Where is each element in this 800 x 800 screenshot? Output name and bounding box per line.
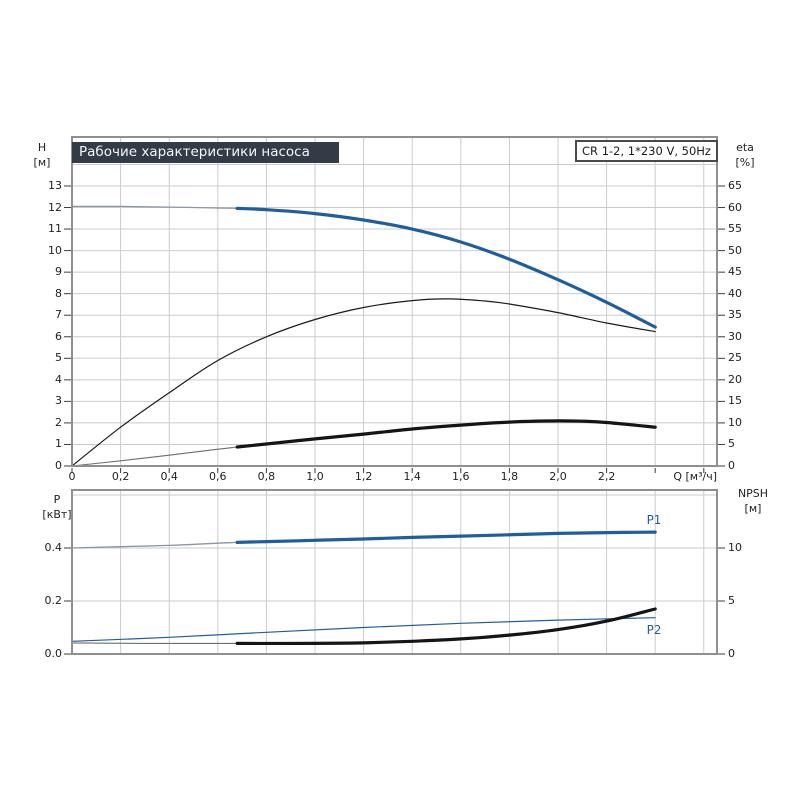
y-left-tick-label: 0.4 bbox=[44, 541, 63, 554]
p-axis-label: P [кВт] bbox=[34, 492, 80, 522]
y-left-tick-label: 0.2 bbox=[44, 594, 63, 607]
top-chart bbox=[64, 136, 725, 473]
y-right-tick-label: 5 bbox=[728, 594, 735, 607]
y-right-tick-label: 60 bbox=[728, 200, 742, 214]
x-tick-label: 0,8 bbox=[257, 470, 276, 483]
curve-eta_total bbox=[235, 419, 657, 449]
x-tick-label: 1,6 bbox=[452, 470, 470, 483]
plot-border bbox=[71, 136, 718, 467]
y-left-tick-label: 1 bbox=[55, 437, 62, 451]
eta-axis-label: eta [%] bbox=[726, 140, 764, 170]
y-right-tick-label: 15 bbox=[728, 394, 742, 408]
y-left-tick-label: 7 bbox=[55, 308, 62, 322]
y-right-tick-label: 0 bbox=[728, 459, 735, 472]
y-right-tick-label: 30 bbox=[728, 329, 742, 343]
y-left-tick-label: 13 bbox=[48, 178, 62, 192]
curve-NPSH bbox=[235, 607, 657, 646]
y-right-tick-label: 40 bbox=[728, 286, 742, 300]
pump-model-badge: CR 1-2, 1*230 V, 50Hz bbox=[575, 140, 718, 162]
npsh-axis-unit: [м] bbox=[744, 502, 762, 515]
y-left-tick-label: 9 bbox=[55, 265, 62, 279]
h-axis-unit: [м] bbox=[33, 156, 51, 169]
y-left-tick-label: 0 bbox=[55, 459, 62, 472]
chart-title-bar: Рабочие характеристики насоса bbox=[72, 142, 339, 163]
y-right-tick-label: 35 bbox=[728, 308, 742, 322]
y-left-tick-label: 10 bbox=[48, 243, 62, 257]
x-tick-label: 0,2 bbox=[111, 470, 130, 483]
eta-axis-unit: [%] bbox=[735, 156, 755, 169]
y-right-tick-label: 5 bbox=[728, 437, 735, 451]
npsh-axis-name: NPSH bbox=[737, 487, 769, 500]
eta-axis-name: eta bbox=[736, 141, 754, 154]
y-left-tick-label: 2 bbox=[55, 415, 62, 429]
y-left-tick-label: 4 bbox=[55, 372, 62, 386]
h-axis-label: H [м] bbox=[24, 140, 60, 170]
bottom-chart bbox=[64, 489, 725, 655]
x-tick-label: 1,2 bbox=[354, 470, 373, 483]
y-left-tick-label: 6 bbox=[55, 329, 62, 343]
q-axis-label: Q [м³/ч] bbox=[673, 470, 717, 483]
y-right-tick-label: 20 bbox=[728, 372, 742, 386]
y-right-tick-label: 50 bbox=[728, 243, 742, 257]
y-left-tick-label: 12 bbox=[48, 200, 62, 214]
p2-curve-label: P2 bbox=[646, 623, 662, 637]
p-axis-name: P bbox=[53, 493, 61, 506]
x-tick-label: 0,4 bbox=[160, 470, 178, 483]
y-right-tick-label: 65 bbox=[728, 178, 742, 192]
curve-P1 bbox=[235, 530, 657, 544]
y-left-tick-label: 5 bbox=[55, 351, 62, 365]
x-tick-label: 2,0 bbox=[549, 470, 567, 483]
y-left-tick-label: 11 bbox=[48, 222, 62, 236]
h-axis-name: H bbox=[37, 141, 47, 154]
x-tick-label: 1,8 bbox=[500, 470, 519, 483]
y-left-tick-label: 0.0 bbox=[44, 647, 63, 660]
p-axis-unit: [кВт] bbox=[42, 508, 72, 521]
curve-QH bbox=[235, 206, 657, 329]
y-right-tick-label: 0 bbox=[728, 647, 735, 660]
y-right-tick-label: 10 bbox=[728, 541, 742, 554]
x-tick-label: 0,6 bbox=[209, 470, 227, 483]
x-tick-label: 0 bbox=[68, 470, 76, 483]
y-right-tick-label: 10 bbox=[728, 415, 742, 429]
y-left-tick-label: 3 bbox=[55, 394, 62, 408]
y-right-tick-label: 55 bbox=[728, 222, 742, 236]
y-right-tick-label: 45 bbox=[728, 265, 742, 279]
y-left-tick-label: 8 bbox=[55, 286, 62, 300]
plot-border bbox=[71, 489, 718, 655]
curve-eta bbox=[71, 298, 656, 467]
x-tick-label: 1,0 bbox=[306, 470, 324, 483]
npsh-axis-label: NPSH [м] bbox=[726, 486, 780, 516]
x-tick-label: 2,2 bbox=[597, 470, 616, 483]
p1-curve-label: P1 bbox=[646, 513, 662, 527]
y-right-tick-label: 25 bbox=[728, 351, 742, 365]
curve-P2 bbox=[71, 617, 656, 642]
x-tick-label: 1,4 bbox=[403, 470, 421, 483]
